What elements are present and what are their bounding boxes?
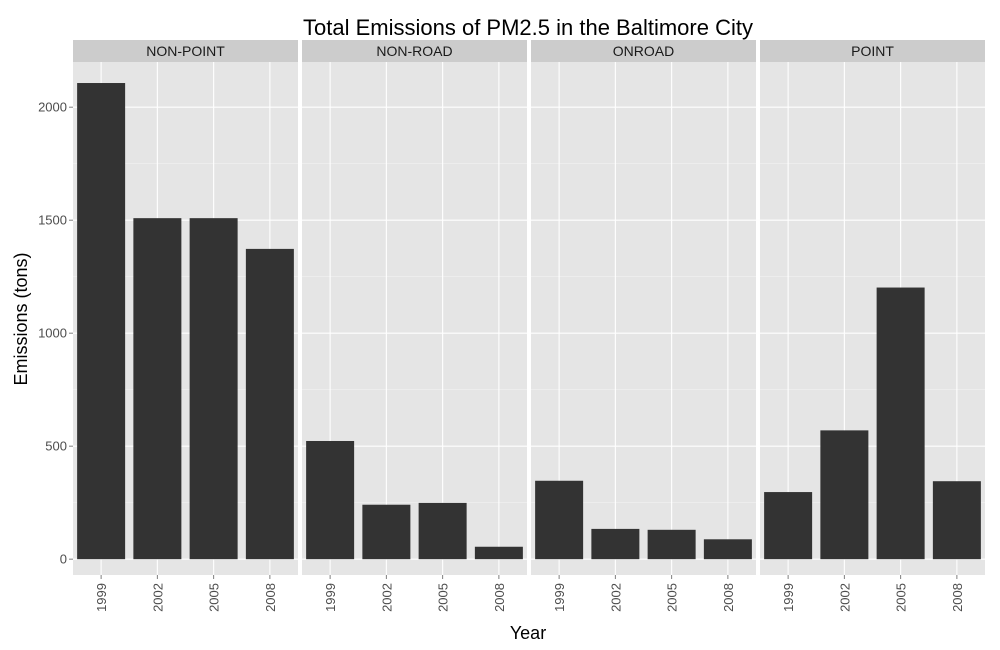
bar-point-2002 [820,430,869,560]
x-tick-label: 2002 [150,583,165,612]
y-tick-label: 1000 [38,326,67,341]
y-tick-label: 500 [45,439,67,454]
bar-non-road-2002 [362,504,411,560]
bar-onroad-1999 [535,480,584,560]
bar-non-point-2008 [245,248,294,560]
bar-onroad-2005 [647,529,696,560]
x-tick-label: 2008 [263,583,278,612]
bar-point-1999 [764,492,813,560]
bar-non-point-2002 [133,218,182,560]
facet-panel-point: POINT 1999 2002 2005 2008 [760,40,985,612]
bar-non-point-2005 [189,218,238,560]
strip-background [531,40,756,62]
chart-title: Total Emissions of PM2.5 in the Baltimor… [303,15,753,40]
facet-panel-non-point: NON-POINT 1999 2002 2005 2008 [73,40,298,612]
x-axis-title: Year [510,623,546,643]
facet-panels: NON-POINT 1999 2002 2005 2008 NON-ROAD 1999 200… [73,40,985,612]
y-tick-label: 2000 [38,100,67,115]
y-axis-title: Emissions (tons) [11,252,31,385]
strip-label: POINT [851,43,894,59]
strip-label: ONROAD [613,43,674,59]
x-tick-label: 2005 [894,583,909,612]
x-tick-label: 2008 [950,583,965,612]
strip-label: NON-ROAD [376,43,452,59]
x-tick-label: 1999 [323,583,338,612]
bar-non-road-1999 [306,440,355,560]
bar-non-point-1999 [77,83,126,560]
bar-point-2008 [932,481,981,560]
x-tick-label: 1999 [552,583,567,612]
bar-non-road-2005 [418,502,467,560]
y-tick-label: 0 [60,552,67,567]
facet-panel-non-road: NON-ROAD 1999 2002 2005 2008 [302,40,527,612]
x-tick-label: 2002 [379,583,394,612]
x-tick-label: 2002 [608,583,623,612]
strip-label: NON-POINT [146,43,225,59]
x-tick-label: 2005 [436,583,451,612]
x-tick-label: 1999 [94,583,109,612]
bar-non-road-2008 [474,546,523,560]
y-axis: 0 500 1000 1500 2000 [38,100,73,567]
x-tick-label: 2008 [492,583,507,612]
x-tick-label: 2008 [721,583,736,612]
strip-background [302,40,527,62]
y-tick-label: 1500 [38,213,67,228]
strip-background [760,40,985,62]
x-tick-label: 1999 [781,583,796,612]
x-tick-label: 2005 [665,583,680,612]
strip-background [73,40,298,62]
bar-point-2005 [876,287,925,560]
facet-panel-onroad: ONROAD 1999 2002 2005 2008 [531,40,756,612]
bar-onroad-2002 [591,528,640,560]
x-tick-label: 2002 [837,583,852,612]
bar-onroad-2008 [703,539,752,560]
x-tick-label: 2005 [207,583,222,612]
